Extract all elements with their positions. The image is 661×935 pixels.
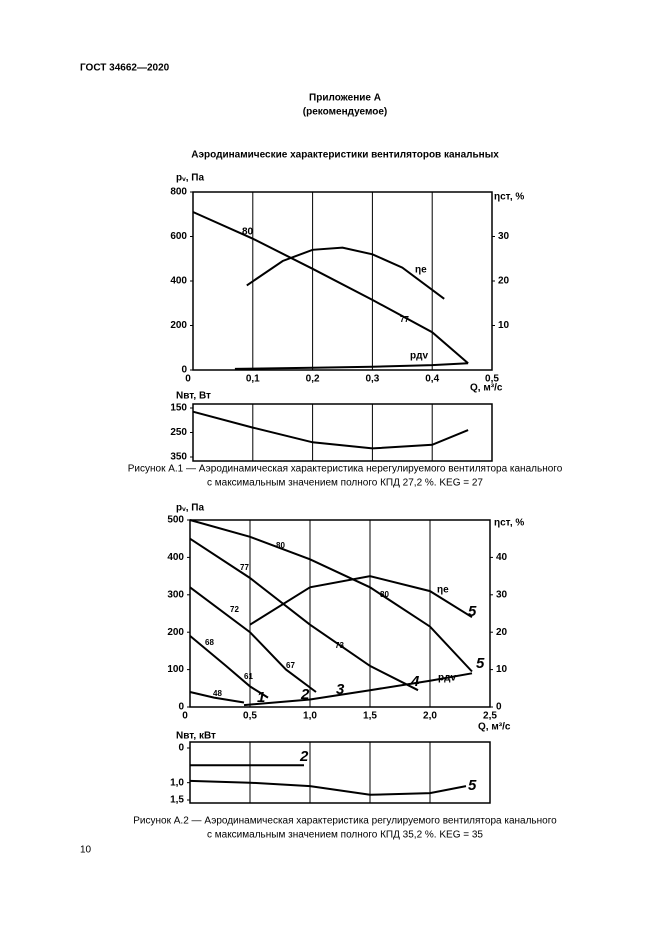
x-tick-label: 1,5 xyxy=(363,711,377,722)
y2-tick-label: 10 xyxy=(496,664,508,675)
curve-label: 61 xyxy=(244,672,253,681)
curve-label: 2 xyxy=(300,686,310,703)
caption: Рисунок А.2 — Аэродинамическая характери… xyxy=(133,816,557,827)
curve-label: 5 xyxy=(468,777,477,794)
y-axis-label: pᵥ, Па xyxy=(176,503,204,514)
y2-tick-label: 20 xyxy=(496,627,508,638)
curve xyxy=(189,635,269,699)
caption: с максимальным значением полного КПД 35,… xyxy=(207,830,483,841)
curve xyxy=(192,211,469,365)
x-tick-label: 1,0 xyxy=(303,711,317,722)
y-tick-label: 800 xyxy=(170,187,187,198)
page-number: 10 xyxy=(80,845,92,856)
y2-axis-label: ηст, % xyxy=(494,192,524,203)
doc-header: ГОСТ 34662—2020 xyxy=(80,63,170,74)
x-axis-label: Q, м³/с xyxy=(478,722,511,733)
y-tick-label: 200 xyxy=(167,627,184,638)
curve-label: pдv xyxy=(438,673,456,684)
y-tick-label: 400 xyxy=(167,552,184,563)
y-tick-label: 200 xyxy=(170,320,187,331)
curve-label: 3 xyxy=(336,681,345,698)
curve-label: 80 xyxy=(380,590,389,599)
plot-frame xyxy=(192,403,493,462)
curve-label: 80 xyxy=(276,541,285,550)
plot-frame xyxy=(189,741,491,804)
y-tick-label: 400 xyxy=(170,276,187,287)
y-tick-label: 150 xyxy=(170,403,187,414)
appendix-title: Приложение А xyxy=(309,93,381,104)
curve-label: 48 xyxy=(213,689,222,698)
x-tick-label: 2,5 xyxy=(483,711,497,722)
x-tick-label: 2,0 xyxy=(423,711,437,722)
y-tick-label: 250 xyxy=(170,427,187,438)
y2-tick-label: 30 xyxy=(496,589,508,600)
curve-label: 4 xyxy=(410,673,420,690)
curve-label: 68 xyxy=(205,638,214,647)
curve-label: 5 xyxy=(476,655,485,672)
x-tick-label: 0,2 xyxy=(306,374,320,385)
y-tick-label: 350 xyxy=(170,452,187,463)
y-axis-label: Nвт, Вт xyxy=(176,391,211,402)
curve-label: ηе xyxy=(437,585,449,596)
curve-label: 67 xyxy=(286,661,295,670)
x-tick-label: 0,3 xyxy=(365,374,379,385)
curve-label: pдv xyxy=(410,351,428,362)
appendix-note: (рекомендуемое) xyxy=(303,107,387,118)
x-tick-label: 0,5 xyxy=(485,374,499,385)
curve-label: 1 xyxy=(257,689,265,706)
curve xyxy=(189,586,317,693)
curve xyxy=(192,410,469,450)
plot-frame xyxy=(192,191,493,371)
y-tick-label: 500 xyxy=(167,515,184,526)
curve-label: 73 xyxy=(335,641,344,650)
y-tick-label: 1,0 xyxy=(170,777,184,788)
caption: с максимальным значением полного КПД 27,… xyxy=(207,478,483,489)
y-tick-label: 100 xyxy=(167,664,184,675)
curve xyxy=(189,691,245,704)
x-axis-label: Q, м³/с xyxy=(470,383,503,394)
x-tick-label: 0,5 xyxy=(243,711,257,722)
x-tick-label: 0,1 xyxy=(246,374,260,385)
y-tick-label: 0 xyxy=(178,702,184,713)
y2-tick-label: 0 xyxy=(496,702,502,713)
x-tick-label: 0 xyxy=(185,374,191,385)
curve xyxy=(243,672,473,707)
y-tick-label: 0 xyxy=(181,365,187,376)
y-axis-label: pᵥ, Па xyxy=(176,173,204,184)
y2-tick-label: 10 xyxy=(498,320,510,331)
curve-label: 2 xyxy=(299,748,309,765)
y-tick-label: 600 xyxy=(170,231,187,242)
curve xyxy=(234,362,469,370)
curve-label: 5 xyxy=(468,603,477,620)
y-tick-label: 0 xyxy=(178,743,184,754)
y2-tick-label: 30 xyxy=(498,231,510,242)
y-tick-label: 300 xyxy=(167,589,184,600)
curve-label: 77 xyxy=(400,315,409,324)
x-tick-label: 0 xyxy=(182,711,188,722)
curve-label: 80 xyxy=(242,227,254,238)
curve-label: ηе xyxy=(415,265,427,276)
curve xyxy=(249,575,473,626)
x-tick-label: 0,4 xyxy=(425,374,439,385)
curve xyxy=(246,246,445,300)
curve xyxy=(189,519,473,673)
curve xyxy=(189,779,467,796)
caption: Рисунок А.1 — Аэродинамическая характери… xyxy=(128,464,563,475)
heading: Аэродинамические характеристики вентилят… xyxy=(191,150,499,161)
y-axis-label: Nвт, кВт xyxy=(176,731,216,742)
y2-axis-label: ηст, % xyxy=(494,518,524,529)
y2-tick-label: 40 xyxy=(496,552,508,563)
curve-label: 77 xyxy=(240,563,249,572)
curve-label: 72 xyxy=(230,605,239,614)
y2-tick-label: 20 xyxy=(498,276,510,287)
plot-frame xyxy=(189,519,491,708)
y-tick-label: 1,5 xyxy=(170,795,184,806)
curve xyxy=(189,537,419,692)
